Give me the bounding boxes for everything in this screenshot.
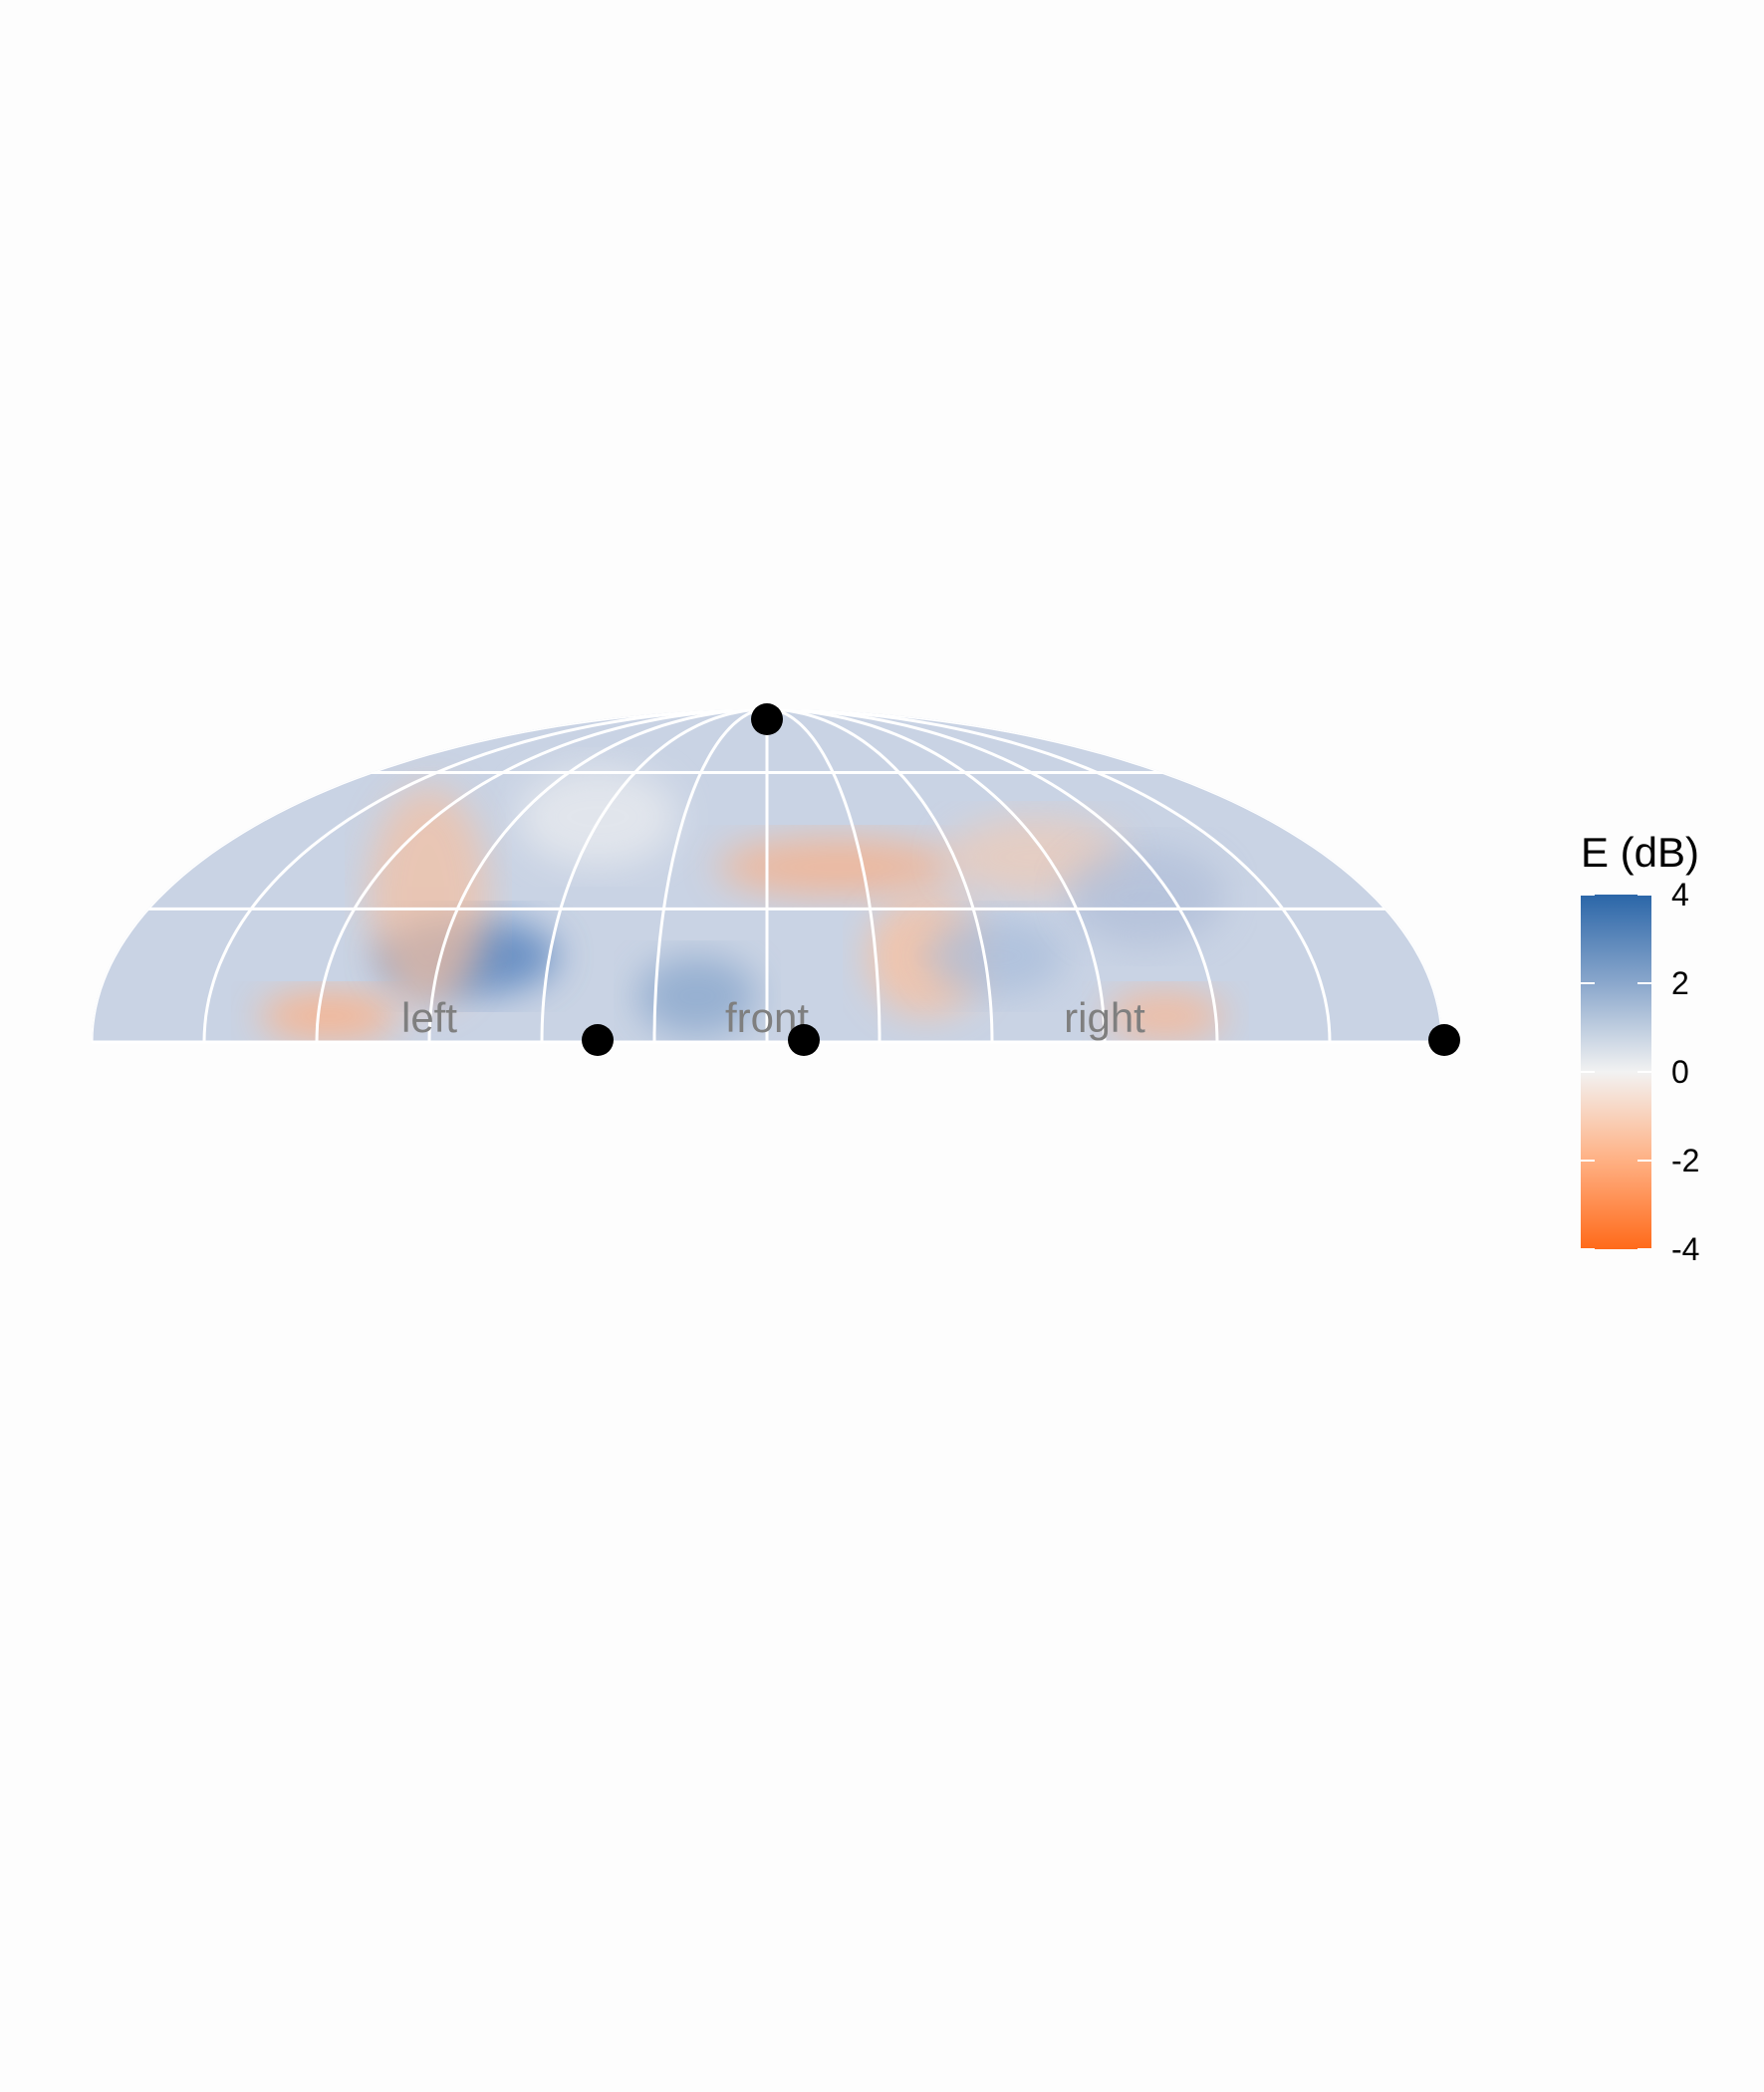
- heatmap-patch: [259, 991, 398, 1041]
- graticule: [92, 709, 1442, 1042]
- grid-meridian: [766, 709, 1107, 1042]
- speaker-marker-front: [788, 1024, 820, 1056]
- legend-title: E (dB): [1581, 829, 1699, 876]
- legend: E (dB) 4 2 0 -2 -4: [1581, 829, 1699, 1267]
- speaker-marker-left: [582, 1024, 614, 1056]
- heatmap-patch: [369, 787, 488, 1006]
- speaker-marker-top: [751, 703, 783, 735]
- grid-meridian: [766, 709, 1332, 1042]
- heatmap-patch: [1106, 991, 1225, 1041]
- grid-meridian: [427, 709, 768, 1042]
- grid-meridian: [766, 709, 994, 1042]
- grid-meridian: [202, 709, 768, 1042]
- grid-meridian: [766, 709, 882, 1042]
- grid-meridian: [540, 709, 768, 1042]
- grid-meridian: [766, 709, 1442, 1042]
- colorbar-tick-label: 0: [1671, 1054, 1689, 1090]
- colorbar-ticks: 4 2 0 -2 -4: [1581, 877, 1699, 1267]
- colorbar-tick-label: -2: [1671, 1143, 1699, 1178]
- speaker-marker-right: [1428, 1024, 1460, 1056]
- grid-meridian: [652, 709, 768, 1042]
- dir-label-right: right: [1064, 994, 1145, 1041]
- colorbar-tick-label: -4: [1671, 1231, 1699, 1267]
- dir-label-left: left: [401, 994, 457, 1041]
- grid-meridian: [766, 709, 1219, 1042]
- heatmap-dome: [92, 709, 1442, 1042]
- heatmap-patch: [926, 916, 1066, 996]
- heatmap-field: [259, 767, 1225, 1041]
- grid-meridian: [92, 709, 768, 1042]
- colorbar-tick-label: 2: [1671, 965, 1689, 1001]
- heatmap-patch: [518, 767, 677, 867]
- colorbar-tick-label: 4: [1671, 877, 1689, 913]
- grid-meridian: [315, 709, 768, 1042]
- heatmap-patch: [637, 956, 757, 1036]
- heatmap-patch: [717, 837, 956, 897]
